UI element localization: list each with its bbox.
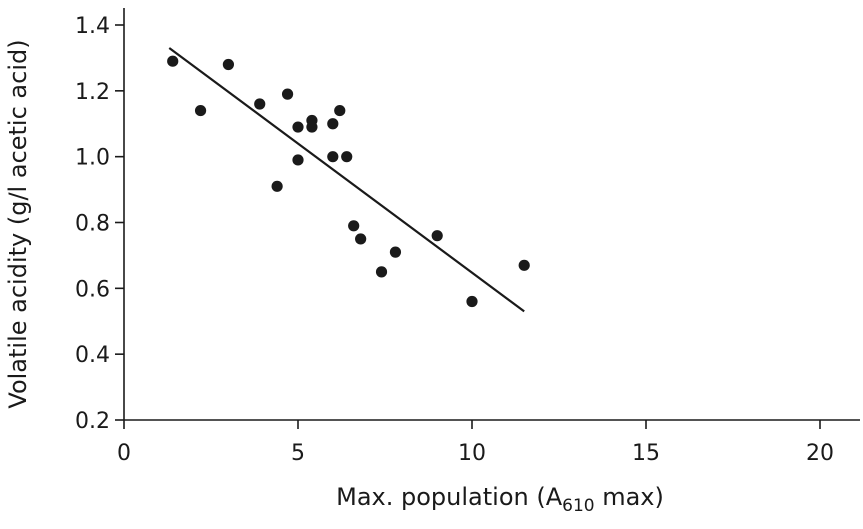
data-point [355,233,367,245]
data-point [281,88,294,100]
data-point [306,121,318,133]
x-axis-title: Max. population (A610 max) [336,483,664,516]
data-point [327,118,339,130]
data-point [466,295,478,308]
y-tick-label: 0.8 [75,212,110,237]
data-point [194,104,207,117]
trendline-group [168,47,525,313]
x-tick-label: 15 [632,441,660,466]
data-point [167,55,179,67]
axes [123,8,860,421]
data-point [254,98,266,110]
data-point [271,180,283,192]
data-point [222,58,234,71]
y-tick-label: 1.2 [75,80,110,105]
data-point [292,121,304,133]
x-tick-label: 10 [458,441,486,466]
ticks: 0 5 10 15 20 0.2 0.4 0.6 0.8 1.0 1.2 1.4 [75,14,834,466]
x-tick-label: 5 [291,441,305,466]
y-tick-label: 0.2 [75,409,110,434]
trendline [168,47,525,313]
data-point [348,220,360,232]
y-tick-label: 0.4 [75,343,110,368]
data-point [375,266,388,278]
data-point [518,259,530,271]
data-point [431,230,443,242]
x-tick-label: 0 [117,441,131,466]
data-points [167,55,530,308]
y-axis-title: Volatile acidity (g/l acetic acid) [4,39,32,408]
y-tick-label: 0.6 [75,277,110,302]
y-tick-label: 1.4 [75,14,110,39]
data-point [292,154,304,166]
data-point [389,246,402,258]
y-tick-label: 1.0 [75,146,110,171]
axis-titles: Max. population (A610 max) Volatile acidi… [4,39,664,516]
data-point [327,151,339,163]
data-point [341,151,353,163]
data-point [334,104,346,117]
x-tick-label: 20 [806,441,834,466]
